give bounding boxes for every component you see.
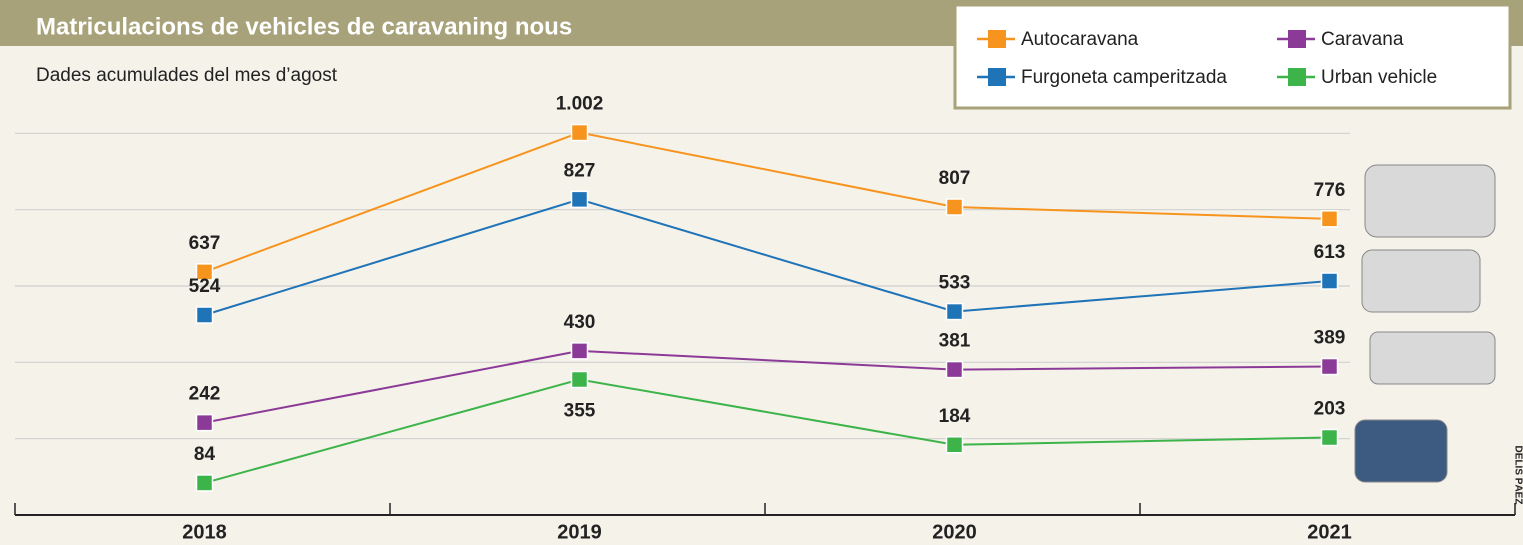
point xyxy=(197,475,213,491)
point xyxy=(572,372,588,388)
value-label: 613 xyxy=(1314,242,1346,263)
x-tick-label: 2021 xyxy=(1307,521,1352,543)
point xyxy=(947,304,963,320)
point xyxy=(1322,359,1338,375)
value-label: 242 xyxy=(189,384,221,405)
x-tick-label: 2018 xyxy=(182,521,227,543)
point xyxy=(947,199,963,215)
point xyxy=(1322,273,1338,289)
value-label: 203 xyxy=(1314,399,1346,420)
point xyxy=(197,415,213,431)
value-label: 389 xyxy=(1314,328,1346,349)
point xyxy=(947,437,963,453)
legend-marker xyxy=(1288,30,1306,48)
credit: DELIS PÁEZ xyxy=(1512,446,1523,505)
x-tick-label: 2020 xyxy=(932,521,977,543)
value-label: 1.002 xyxy=(556,94,604,115)
subtitle: Dades acumulades del mes d’agost xyxy=(36,65,338,86)
value-label: 84 xyxy=(194,444,216,465)
point xyxy=(1322,430,1338,446)
point xyxy=(947,362,963,378)
value-label: 430 xyxy=(564,312,596,333)
chart-title: Matriculacions de vehicles de caravaning… xyxy=(36,13,572,40)
value-label: 355 xyxy=(564,401,596,422)
vehicle-icon xyxy=(1370,332,1495,384)
chart: Matriculacions de vehicles de caravaning… xyxy=(0,0,1523,545)
legend-label: Urban vehicle xyxy=(1321,67,1437,88)
value-label: 776 xyxy=(1314,180,1346,201)
legend-marker xyxy=(988,68,1006,86)
point xyxy=(197,307,213,323)
value-label: 184 xyxy=(939,406,971,427)
value-label: 827 xyxy=(564,160,596,181)
legend-marker xyxy=(1288,68,1306,86)
legend-box xyxy=(955,5,1510,108)
vehicle-icon xyxy=(1362,250,1480,312)
point xyxy=(1322,211,1338,227)
value-label: 637 xyxy=(189,233,221,254)
legend-label: Furgoneta camperitzada xyxy=(1021,67,1227,88)
value-label: 381 xyxy=(939,331,971,352)
legend-label: Caravana xyxy=(1321,29,1404,50)
point xyxy=(572,343,588,359)
legend-label: Autocaravana xyxy=(1021,29,1139,50)
value-label: 533 xyxy=(939,273,971,294)
legend-marker xyxy=(988,30,1006,48)
value-label: 807 xyxy=(939,168,971,189)
vehicle-icon xyxy=(1355,420,1447,482)
vehicle-icon xyxy=(1365,165,1495,237)
x-tick-label: 2019 xyxy=(557,521,602,543)
point xyxy=(572,191,588,207)
point xyxy=(572,125,588,141)
value-label: 524 xyxy=(189,276,221,297)
